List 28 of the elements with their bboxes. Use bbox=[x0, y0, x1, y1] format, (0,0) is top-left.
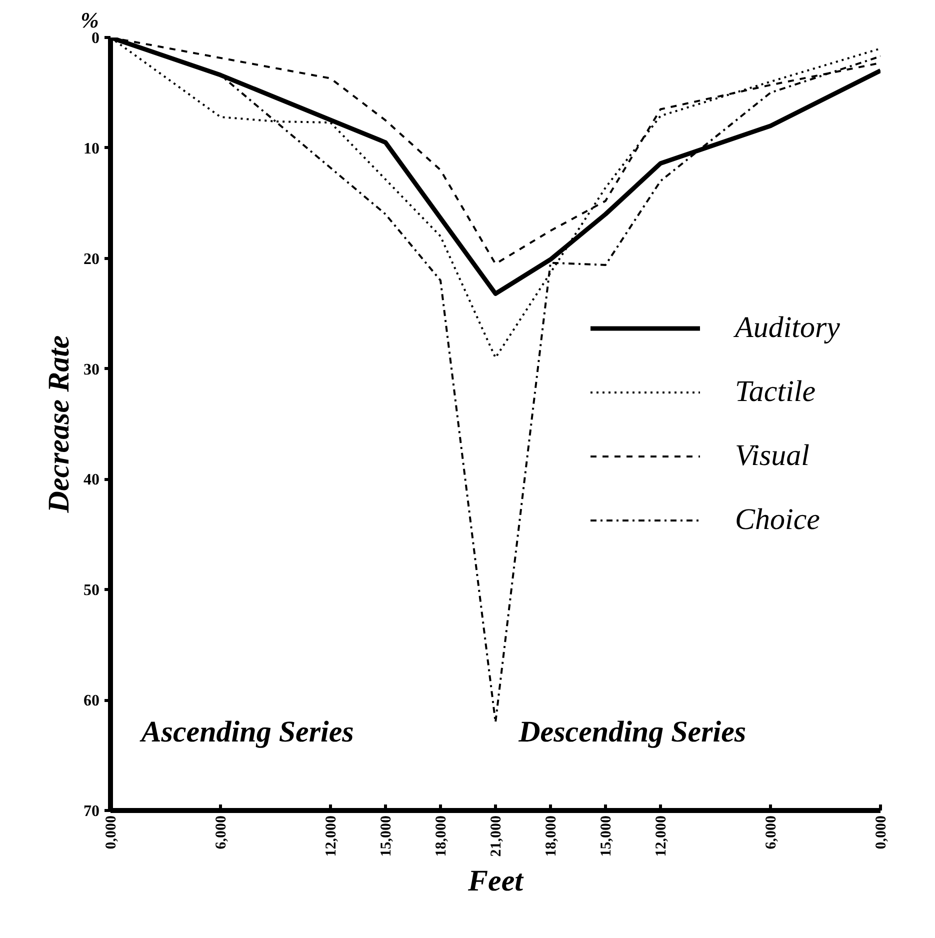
x-tick-label: 0,000 bbox=[874, 816, 890, 850]
x-tick-label: 6,000 bbox=[214, 816, 230, 850]
legend-label: Choice bbox=[735, 502, 820, 536]
x-tick-label: 12,000 bbox=[324, 816, 340, 857]
x-tick-label: 15,000 bbox=[598, 816, 614, 857]
legend-label: Auditory bbox=[735, 310, 840, 344]
x-tick-label: 18,000 bbox=[434, 816, 450, 857]
text: % bbox=[80, 8, 99, 32]
x-tick-label: 21,000 bbox=[488, 816, 504, 857]
legend-label: Tactile bbox=[735, 374, 816, 408]
x-tick-label: 6,000 bbox=[764, 816, 780, 850]
y-tick-label: 0 bbox=[92, 30, 100, 47]
y-tick-label: 70 bbox=[84, 803, 100, 820]
x-tick-label: 12,000 bbox=[654, 816, 670, 857]
y-axis-title: Decrease Rate bbox=[42, 335, 76, 514]
y-tick-label: 60 bbox=[84, 692, 100, 710]
legend-label: Visual bbox=[735, 438, 810, 472]
x-tick-label: 18,000 bbox=[544, 816, 560, 857]
y-tick-label: 10 bbox=[84, 140, 100, 158]
y-tick-label: 30 bbox=[84, 361, 100, 378]
annotation: Descending Series bbox=[518, 716, 746, 749]
y-tick-label: 40 bbox=[84, 472, 100, 489]
x-axis-title: Feet bbox=[467, 864, 525, 898]
annotation: Ascending Series bbox=[139, 716, 354, 749]
x-tick-label: 15,000 bbox=[378, 816, 394, 857]
x-tick-label: 0,000 bbox=[104, 816, 120, 850]
y-tick-label: 50 bbox=[84, 582, 100, 600]
y-tick-label: 20 bbox=[84, 250, 100, 268]
